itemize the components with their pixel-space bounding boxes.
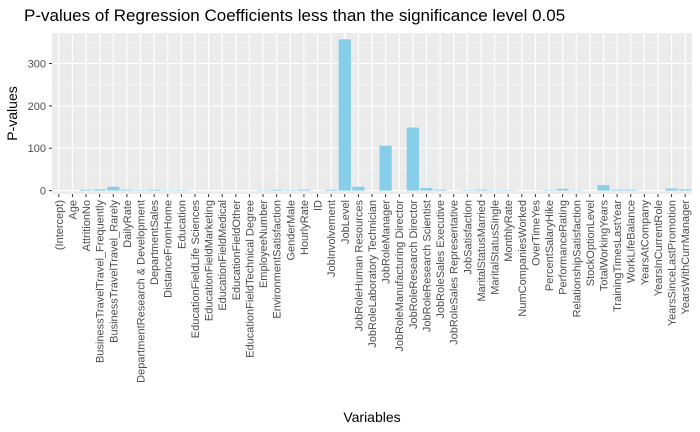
x-tick-label: AttritionNo [81,200,93,251]
bar [79,189,93,191]
bar [406,127,419,191]
x-tick-label: YearsWithCurrManager [680,200,692,315]
x-tick-label: ID [313,200,325,211]
x-tick-label: DistanceFromHome [163,200,175,298]
x-tick-label: Education [176,200,188,249]
x-tick-label: GenderMale [285,200,297,261]
x-tick-label: MaritalStatusSingle [490,200,502,295]
bar [270,189,283,191]
bar [148,189,161,191]
bar [679,189,692,191]
x-tick-label: BusinessTravelTravel_Rarely [108,200,120,343]
x-tick-label: Age [67,200,79,220]
x-tick-label: DepartmentResearch & Development [136,200,148,383]
y-axis: 0 100 200 300 [28,59,52,198]
x-tick-label: YearsAtCompany [639,200,651,286]
bar [338,39,351,191]
x-tick-label: HourlyRate [299,200,311,255]
x-tick-label: TrainingTimesLastYear [612,200,624,312]
x-tick-label: RelationshipSatisfaction [571,200,583,317]
bar [597,185,610,191]
x-tick-label: StockOptionLevel [585,200,597,286]
bar [93,189,106,191]
bar [474,189,488,191]
x-tick-label: EducationFieldLife Sciences [190,200,202,339]
x-tick-label: EducationFieldTechnical Degree [244,200,256,358]
x-tick-label: EducationFieldMarketing [204,200,216,321]
x-tick-label: YearsSinceLastPromotion [667,200,679,326]
x-tick-label: JobRoleSales Executive [435,200,447,319]
bar [433,189,447,191]
y-tick-label: 200 [28,101,46,113]
x-tick-label: EducationFieldOther [231,200,243,301]
bar [379,145,392,191]
x-tick-label: JobRoleManager [381,200,393,284]
x-tick-label: DepartmentSales [149,200,161,285]
x-tick-label: JobInvolvement [326,200,338,277]
x-tick-label: EnvironmentSatisfaction [272,200,284,319]
x-tick-label: OverTimeYes [530,200,542,266]
x-tick-label: JobRoleSales Representative [449,200,461,345]
chart-title: P-values of Regression Coefficients less… [24,6,565,25]
x-tick-label: JobLevel [340,200,352,244]
x-tick-label: PerformanceRating [558,200,570,295]
x-axis-title: Variables [343,409,400,425]
x-tick-label: EducationFieldMedical [217,200,229,311]
x-axis: (Intercept) Age AttritionNo BusinessTravelT… [54,194,692,383]
x-tick-label: JobRoleHuman Resources [353,200,365,332]
y-tick-label: 100 [28,143,46,155]
x-tick-label: PercentSalaryHike [544,200,556,291]
bar [624,189,637,191]
x-tick-label: JobRoleResearch Scientist [421,200,433,332]
x-tick-label: YearsInCurrentRole [653,200,665,296]
x-tick-label: MaritalStatusMarried [476,200,488,301]
x-tick-label: (Intercept) [54,200,66,250]
bar [107,186,120,191]
bar [556,188,569,191]
bar [610,189,624,191]
x-tick-label: TotalWorkingYears [598,200,610,292]
y-axis-title: P-values [4,86,20,140]
x-tick-label: DailyRate [122,200,134,248]
x-tick-label: JobRoleManufacturing Director [394,200,406,352]
x-tick-label: NumCompaniesWorked [517,200,529,317]
x-tick-label: JobSatisfaction [462,200,474,275]
bar [120,189,134,191]
bar [665,188,678,191]
x-tick-label: WorkLifeBalance [626,200,638,283]
y-tick-label: 0 [40,186,46,198]
y-tick-label: 300 [28,59,46,71]
x-tick-label: MonthlyRate [503,200,515,262]
x-tick-label: JobRoleResearch Director [408,200,420,329]
bar [352,186,365,191]
x-tick-label: JobRoleLaboratory Technician [367,200,379,348]
bar [297,189,311,191]
bars [79,39,692,191]
bar [325,189,338,191]
x-tick-label: BusinessTravelTravel_Frequently [95,200,107,364]
x-tick-label: EmployeeNumber [258,200,270,288]
bar [420,188,433,191]
